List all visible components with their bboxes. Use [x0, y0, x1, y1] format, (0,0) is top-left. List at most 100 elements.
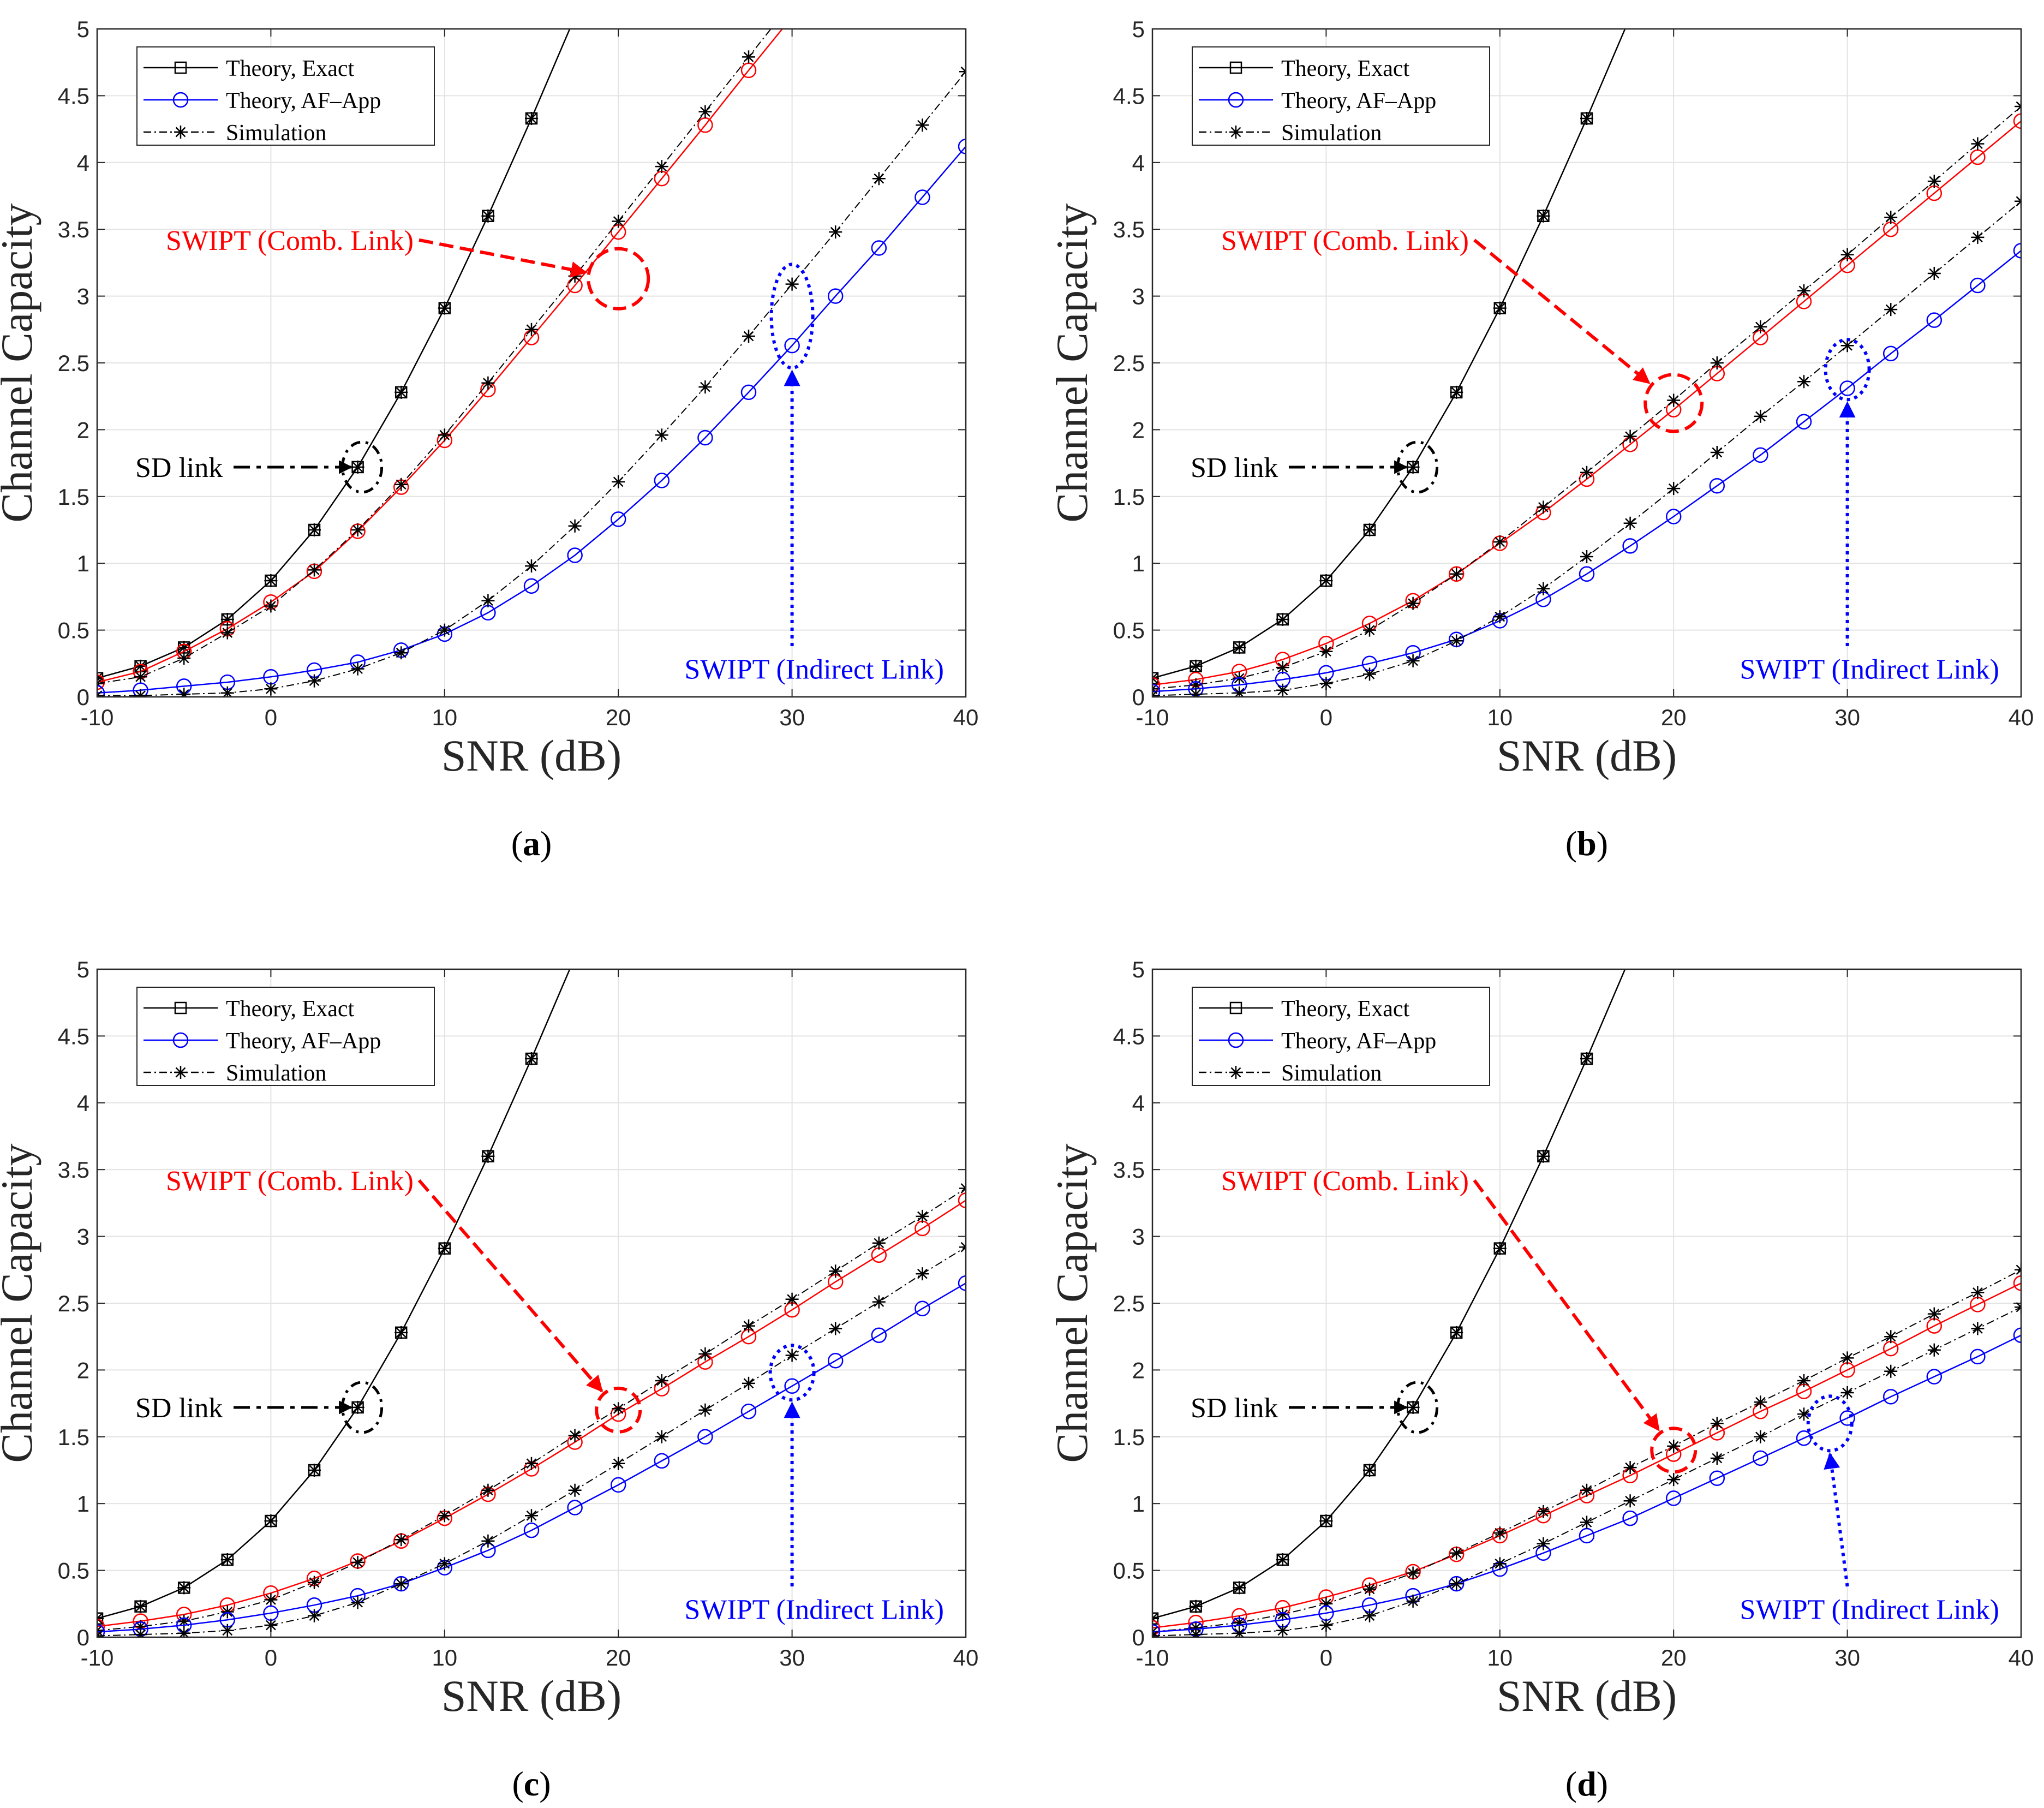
data-point-sd-star	[1493, 301, 1507, 315]
data-point-comb-star	[134, 670, 147, 684]
data-point-indirect-star	[1927, 1343, 1941, 1357]
data-point-indirect-circle	[1448, 1576, 1465, 1592]
data-point-indirect-circle	[1839, 380, 1855, 396]
data-point-comb-star	[1623, 429, 1637, 443]
data-point-sd-star	[525, 1052, 538, 1065]
y-tick-label: 4	[1132, 150, 1145, 176]
legend-label: Simulation	[226, 121, 326, 146]
data-point-indirect-star	[1537, 582, 1550, 595]
y-tick-label: 5	[1132, 957, 1145, 982]
data-point-indirect-star	[395, 646, 408, 660]
data-point-indirect-star	[1884, 303, 1898, 317]
series-line-indirect-circle	[1152, 1334, 2021, 1633]
y-tick-label: 0.5	[58, 618, 89, 643]
data-point-comb-star	[1667, 393, 1681, 407]
legend-marker-star	[1229, 1066, 1242, 1079]
data-point-indirect-star	[220, 1624, 234, 1637]
data-point-indirect-star	[1363, 1609, 1376, 1622]
data-point-indirect-star	[1667, 482, 1681, 496]
y-tick-label: 0	[77, 1625, 89, 1650]
legend: Theory, Exact Theory, AF–App Simulation	[136, 46, 435, 146]
data-point-indirect-circle	[1753, 447, 1768, 463]
series-line-indirect-star	[1152, 201, 2021, 696]
data-point-sd-star	[1580, 1052, 1593, 1065]
data-point-comb-star	[1363, 623, 1376, 637]
legend-label: Theory, AF–App	[1281, 88, 1436, 114]
data-point-indirect-star	[742, 1376, 755, 1390]
y-tick-label: 3.5	[58, 217, 89, 242]
data-point-sd-star	[351, 460, 364, 474]
data-point-indirect-circle	[1622, 1510, 1638, 1526]
data-point-indirect-star	[177, 1626, 191, 1637]
x-tick-label: 30	[1834, 705, 1860, 730]
data-point-indirect-circle	[567, 1500, 583, 1515]
data-point-indirect-star	[177, 688, 191, 697]
legend-marker-star	[174, 1066, 187, 1079]
caption-open: (	[1565, 1764, 1577, 1803]
x-tick-label: 40	[2009, 1645, 2034, 1670]
caption-letter: d	[1577, 1764, 1597, 1803]
data-point-indirect-circle	[740, 384, 757, 401]
data-point-sd-star	[1189, 659, 1203, 673]
comb-link-label: SWIPT (Comb. Link)	[166, 1166, 414, 1197]
comb-link-label: SWIPT (Comb. Link)	[1221, 225, 1469, 256]
x-tick-label: 20	[1661, 705, 1687, 730]
data-point-comb-star	[1276, 1608, 1289, 1621]
axes-box	[96, 28, 967, 698]
data-point-indirect-star	[568, 519, 582, 533]
x-tick-label: 30	[779, 705, 805, 730]
data-point-comb-star	[1884, 211, 1898, 224]
data-point-indirect-star	[1537, 1537, 1550, 1550]
sd-link-highlight	[1396, 1381, 1439, 1434]
legend-marker-circle	[1228, 92, 1244, 108]
comb-link-arrow	[419, 238, 588, 278]
data-point-comb-circle	[1448, 566, 1465, 582]
comb-link-arrow	[1473, 238, 1651, 385]
x-tick-label: 40	[2009, 705, 2034, 730]
data-point-indirect-star	[1797, 1407, 1810, 1421]
data-point-sd-star	[1450, 385, 1463, 399]
data-point-indirect-star	[612, 475, 625, 488]
data-point-comb-star	[916, 1209, 929, 1223]
x-tick-label: 0	[1320, 1645, 1332, 1670]
x-tick-label: 20	[606, 1645, 631, 1670]
data-point-indirect-star	[742, 330, 755, 343]
data-point-indirect-circle	[1882, 345, 1899, 362]
y-tick-label: 0	[1132, 1625, 1145, 1650]
x-tick-label: 20	[606, 705, 631, 730]
data-point-indirect-circle	[523, 578, 540, 594]
legend-label: Theory, Exact	[1281, 997, 1409, 1022]
data-point-comb-circle	[2013, 1275, 2021, 1291]
data-point-comb-star	[351, 1555, 364, 1569]
data-point-indirect-circle	[133, 682, 148, 697]
data-point-sd-star	[308, 1464, 321, 1477]
data-point-comb-star	[1189, 1621, 1203, 1634]
y-tick-label: 3	[1132, 284, 1145, 309]
data-point-indirect-circle	[1622, 538, 1638, 554]
data-point-indirect-star	[1319, 677, 1333, 690]
data-point-comb-star	[1884, 1330, 1898, 1344]
data-point-indirect-circle	[1970, 1348, 1986, 1365]
panel-caption: (b)	[1565, 824, 1608, 863]
data-point-comb-star	[1710, 356, 1724, 369]
data-point-indirect-circle	[1709, 1470, 1725, 1486]
data-point-indirect-star	[568, 1483, 582, 1497]
data-point-indirect-star	[829, 225, 842, 239]
x-tick-label: 10	[1487, 1645, 1513, 1670]
data-point-comb-star	[655, 160, 668, 174]
data-point-indirect-star	[1450, 634, 1463, 648]
x-axis-label: SNR (dB)	[441, 731, 621, 780]
indirect-link-label: SWIPT (Indirect Link)	[1740, 654, 1999, 685]
y-tick-label: 0	[1132, 684, 1145, 710]
data-point-indirect-star	[916, 118, 929, 132]
caption-close: )	[1597, 824, 1608, 863]
data-point-indirect-circle	[958, 1275, 966, 1291]
data-point-comb-star	[1189, 678, 1203, 691]
x-tick-label: 10	[432, 705, 457, 730]
data-point-comb-star	[1450, 1546, 1463, 1560]
data-point-comb-circle	[2013, 113, 2021, 129]
data-point-indirect-star	[351, 1596, 364, 1609]
series-line-indirect-star	[97, 71, 966, 696]
y-tick-label: 0	[77, 684, 89, 710]
data-point-indirect-star	[1754, 1430, 1767, 1443]
